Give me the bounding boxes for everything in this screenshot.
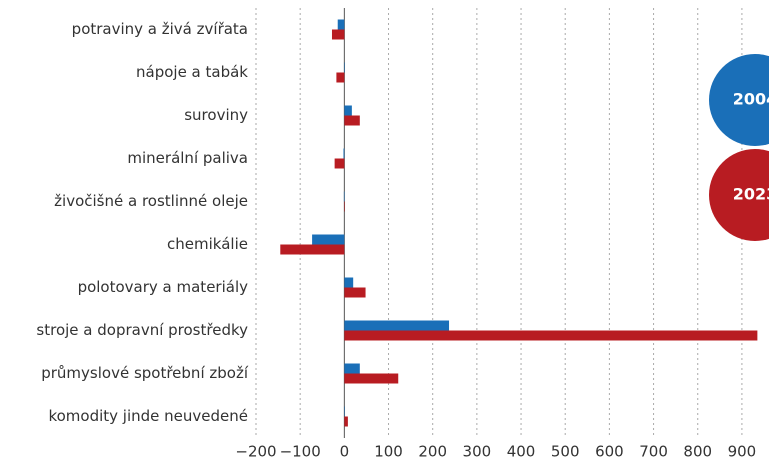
x-tick-label: 900 xyxy=(728,443,757,461)
y-tick-label: průmyslové spotřební zboží xyxy=(41,364,249,382)
bar xyxy=(343,148,345,159)
bar xyxy=(344,105,352,116)
bar xyxy=(344,287,366,298)
x-tick-label: 400 xyxy=(507,443,536,461)
x-tick-label: 600 xyxy=(595,443,624,461)
legend-item: 2023 xyxy=(709,149,769,241)
bar xyxy=(312,234,345,245)
legend-label: 2023 xyxy=(733,185,769,204)
x-tick-label: 300 xyxy=(463,443,492,461)
bar xyxy=(336,72,345,83)
bar xyxy=(344,330,758,341)
bar xyxy=(343,191,345,202)
y-tick-label: stroje a dopravní prostředky xyxy=(36,321,248,339)
x-tick-label: 700 xyxy=(639,443,668,461)
x-tick-label: −200 xyxy=(235,443,276,461)
y-tick-label: potraviny a živá zvířata xyxy=(72,20,248,38)
legend-swatch xyxy=(709,149,769,241)
y-tick-label: polotovary a materiály xyxy=(78,278,249,296)
bar xyxy=(280,244,345,255)
bar xyxy=(344,416,348,427)
bar xyxy=(334,158,345,169)
bar xyxy=(337,19,345,30)
y-tick-label: živočišné a rostlinné oleje xyxy=(54,192,248,210)
x-tick-label: 100 xyxy=(374,443,403,461)
legend-label: 2004 xyxy=(733,90,769,109)
bar xyxy=(344,406,345,417)
bar xyxy=(344,320,450,331)
y-tick-label: chemikálie xyxy=(167,235,248,253)
x-tick-label: 200 xyxy=(418,443,447,461)
y-tick-label: komodity jinde neuvedené xyxy=(48,407,248,425)
bar xyxy=(344,373,399,384)
y-tick-label: minerální paliva xyxy=(127,149,248,167)
x-tick-label: 0 xyxy=(340,443,350,461)
x-tick-label: 800 xyxy=(683,443,712,461)
bar xyxy=(344,115,360,126)
bar xyxy=(344,62,345,73)
legend-swatch xyxy=(709,54,769,146)
y-tick-label: suroviny xyxy=(184,106,248,124)
y-tick-label: nápoje a tabák xyxy=(136,63,248,81)
legend-item: 2004 xyxy=(709,54,769,146)
x-tick-label: 500 xyxy=(551,443,580,461)
bar xyxy=(344,363,360,374)
bar xyxy=(344,201,345,212)
x-tick-label: −100 xyxy=(280,443,321,461)
bar xyxy=(331,29,345,40)
bar xyxy=(344,277,354,288)
